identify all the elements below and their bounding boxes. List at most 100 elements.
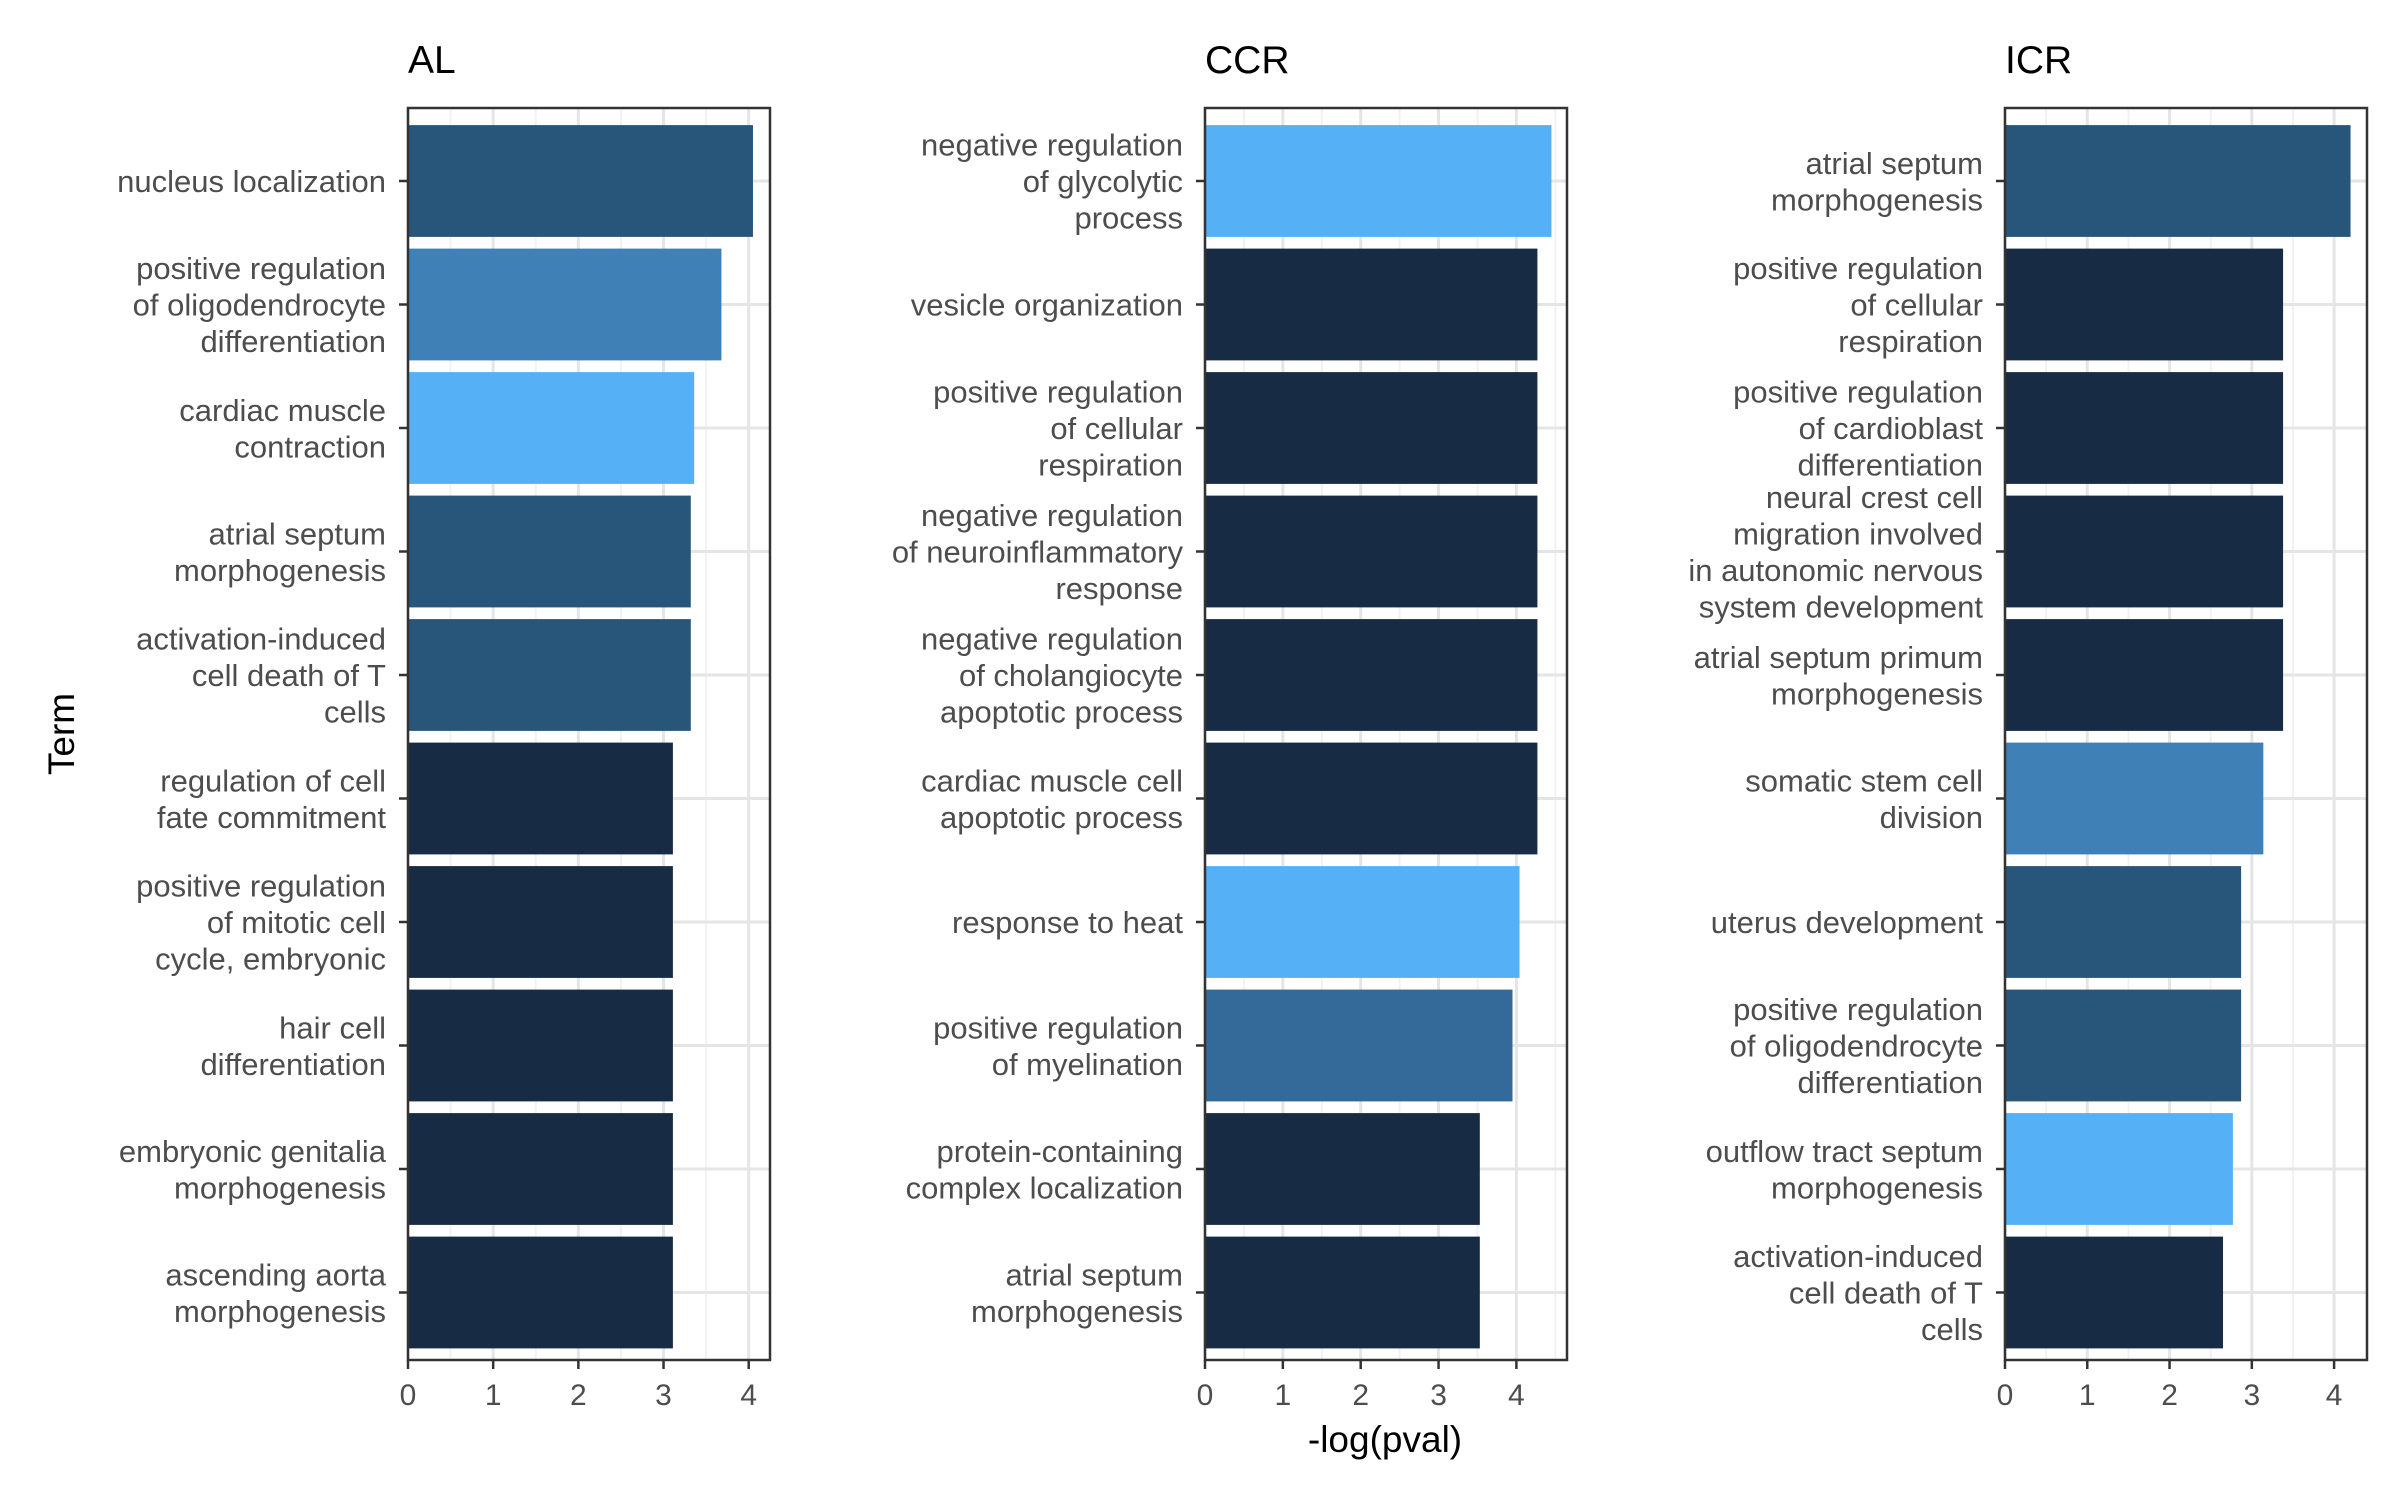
bar	[2005, 1113, 2233, 1225]
y-tick-label-line: protein-containing	[937, 1134, 1183, 1169]
y-tick-label: positive regulation of cellular respiratio…	[933, 375, 1183, 483]
y-tick-label-line: differentiation	[200, 1047, 386, 1082]
y-tick-label-line: nucleus localization	[117, 164, 386, 199]
y-tick-label-line: migration involved	[1733, 516, 1983, 551]
x-tick-label: 2	[570, 1379, 587, 1412]
y-tick-label-line: differentiation	[1797, 448, 1983, 483]
y-tick-label: atrial septum morphogenesis	[971, 1257, 1183, 1329]
bar	[1205, 372, 1538, 484]
y-tick-label-line: cycle, embryonic	[155, 942, 386, 977]
y-tick-label-line: cells	[1921, 1312, 1983, 1347]
y-tick-label: negative regulation of neuroinflammatory r…	[892, 498, 1184, 606]
y-tick-label: positive regulation of cardioblast differe…	[1733, 375, 1983, 483]
y-tick-label-line: uterus development	[1711, 905, 1984, 940]
y-tick-label-line: atrial septum	[1006, 1257, 1183, 1292]
y-tick-label: positive regulation of oligodendrocyte dif…	[1730, 992, 1983, 1100]
y-tick-label-line: respiration	[1838, 324, 1983, 359]
y-tick-label-line: somatic stem cell	[1745, 763, 1983, 798]
y-tick-label-line: cell death of T	[1789, 1276, 1983, 1311]
x-tick-label: 0	[1997, 1379, 2014, 1412]
y-tick-label-line: neural crest cell	[1766, 480, 1983, 515]
y-tick-label-line: positive regulation	[136, 869, 386, 904]
y-tick-label-line: morphogenesis	[1771, 1170, 1983, 1205]
x-tick-label: 1	[2079, 1379, 2096, 1412]
y-tick-label: outflow tract septum morphogenesis	[1706, 1134, 1983, 1206]
y-tick-label: atrial septum primum morphogenesis	[1694, 640, 1983, 712]
x-axis-title: -log(pval)	[1308, 1419, 1462, 1460]
y-tick-label-line: morphogenesis	[174, 1294, 386, 1329]
panel-border	[406, 106, 772, 1362]
y-tick-label-line: response to heat	[952, 905, 1183, 940]
y-tick-label-line: respiration	[1038, 448, 1183, 483]
y-tick-label-line: vesicle organization	[911, 288, 1183, 323]
y-tick-label-line: morphogenesis	[971, 1294, 1183, 1329]
bar	[1205, 125, 1552, 237]
y-tick-label: somatic stem cell division	[1745, 763, 1983, 835]
x-tick-label: 3	[655, 1379, 672, 1412]
y-tick-label-line: negative regulation	[921, 498, 1183, 533]
y-tick-label: cardiac muscle contraction	[179, 393, 386, 465]
y-tick-label: embryonic genitalia morphogenesis	[119, 1134, 387, 1206]
y-tick-label-line: fate commitment	[157, 800, 387, 835]
bar	[408, 1113, 673, 1225]
y-tick-label: positive regulation of cellular respiratio…	[1733, 251, 1983, 359]
y-tick-label-line: positive regulation	[933, 375, 1183, 410]
y-tick-label: protein-containing complex localization	[906, 1134, 1183, 1206]
y-tick-label: nucleus localization	[117, 164, 386, 199]
panel-title: CCR	[1205, 39, 1290, 82]
y-tick-label-line: atrial septum	[209, 516, 386, 551]
y-tick-label-line: ascending aorta	[165, 1257, 386, 1292]
y-tick-label-line: morphogenesis	[174, 1170, 386, 1205]
y-tick-label-line: of oligodendrocyte	[133, 288, 386, 323]
y-tick-label-line: morphogenesis	[1771, 676, 1983, 711]
x-tick-label: 3	[1430, 1379, 1447, 1412]
y-tick-label-line: cardiac muscle	[179, 393, 386, 428]
y-tick-label: positive regulation of myelination	[933, 1010, 1183, 1082]
y-tick-label-line: embryonic genitalia	[119, 1134, 387, 1169]
bar	[1205, 248, 1538, 361]
x-tick-label: 0	[400, 1379, 417, 1412]
bar	[408, 742, 673, 855]
y-tick-label-line: activation-induced	[1733, 1239, 1983, 1274]
y-tick-label: cardiac muscle cell apoptotic process	[921, 763, 1183, 835]
y-tick-label-line: positive regulation	[933, 1010, 1183, 1045]
y-tick-label: regulation of cell fate commitment	[157, 763, 387, 835]
y-tick-label-line: cells	[324, 695, 386, 730]
bar	[408, 125, 753, 237]
bar	[2005, 619, 2284, 731]
y-tick-label: hair cell differentiation	[200, 1010, 386, 1082]
x-tick-label: 3	[2243, 1379, 2260, 1412]
bar	[1205, 495, 1538, 608]
y-tick-label-line: cardiac muscle cell	[921, 763, 1183, 798]
y-tick-label-line: hair cell	[279, 1010, 386, 1045]
x-tick-label: 2	[1352, 1379, 1369, 1412]
y-tick-label-line: regulation of cell	[160, 763, 386, 798]
bar	[408, 866, 673, 978]
y-tick-label-line: division	[1880, 800, 1983, 835]
bar	[2005, 742, 2264, 855]
y-tick-label-line: activation-induced	[136, 622, 386, 657]
y-tick-label-line: of glycolytic	[1023, 164, 1183, 199]
y-tick-label-line: positive regulation	[136, 251, 386, 286]
y-tick-label-line: of mitotic cell	[207, 905, 386, 940]
y-tick-label-line: differentiation	[1797, 1065, 1983, 1100]
bar	[2005, 372, 2284, 484]
y-tick-label-line: response	[1055, 571, 1183, 606]
x-tick-label: 4	[1508, 1379, 1525, 1412]
bar	[2005, 125, 2351, 237]
y-tick-label-line: of cellular	[1850, 288, 1983, 323]
y-tick-label-line: positive regulation	[1733, 375, 1983, 410]
y-tick-label-line: atrial septum	[1806, 146, 1983, 181]
bar	[2005, 248, 2284, 361]
bar	[1205, 1236, 1480, 1349]
y-tick-label-line: complex localization	[906, 1170, 1183, 1205]
y-tick-label-line: of oligodendrocyte	[1730, 1029, 1983, 1064]
panel-border	[1203, 106, 1569, 1362]
y-tick-label-line: cell death of T	[192, 658, 386, 693]
bar	[2005, 866, 2242, 978]
y-tick-label-line: atrial septum primum	[1694, 640, 1983, 675]
y-tick-label-line: differentiation	[200, 324, 386, 359]
